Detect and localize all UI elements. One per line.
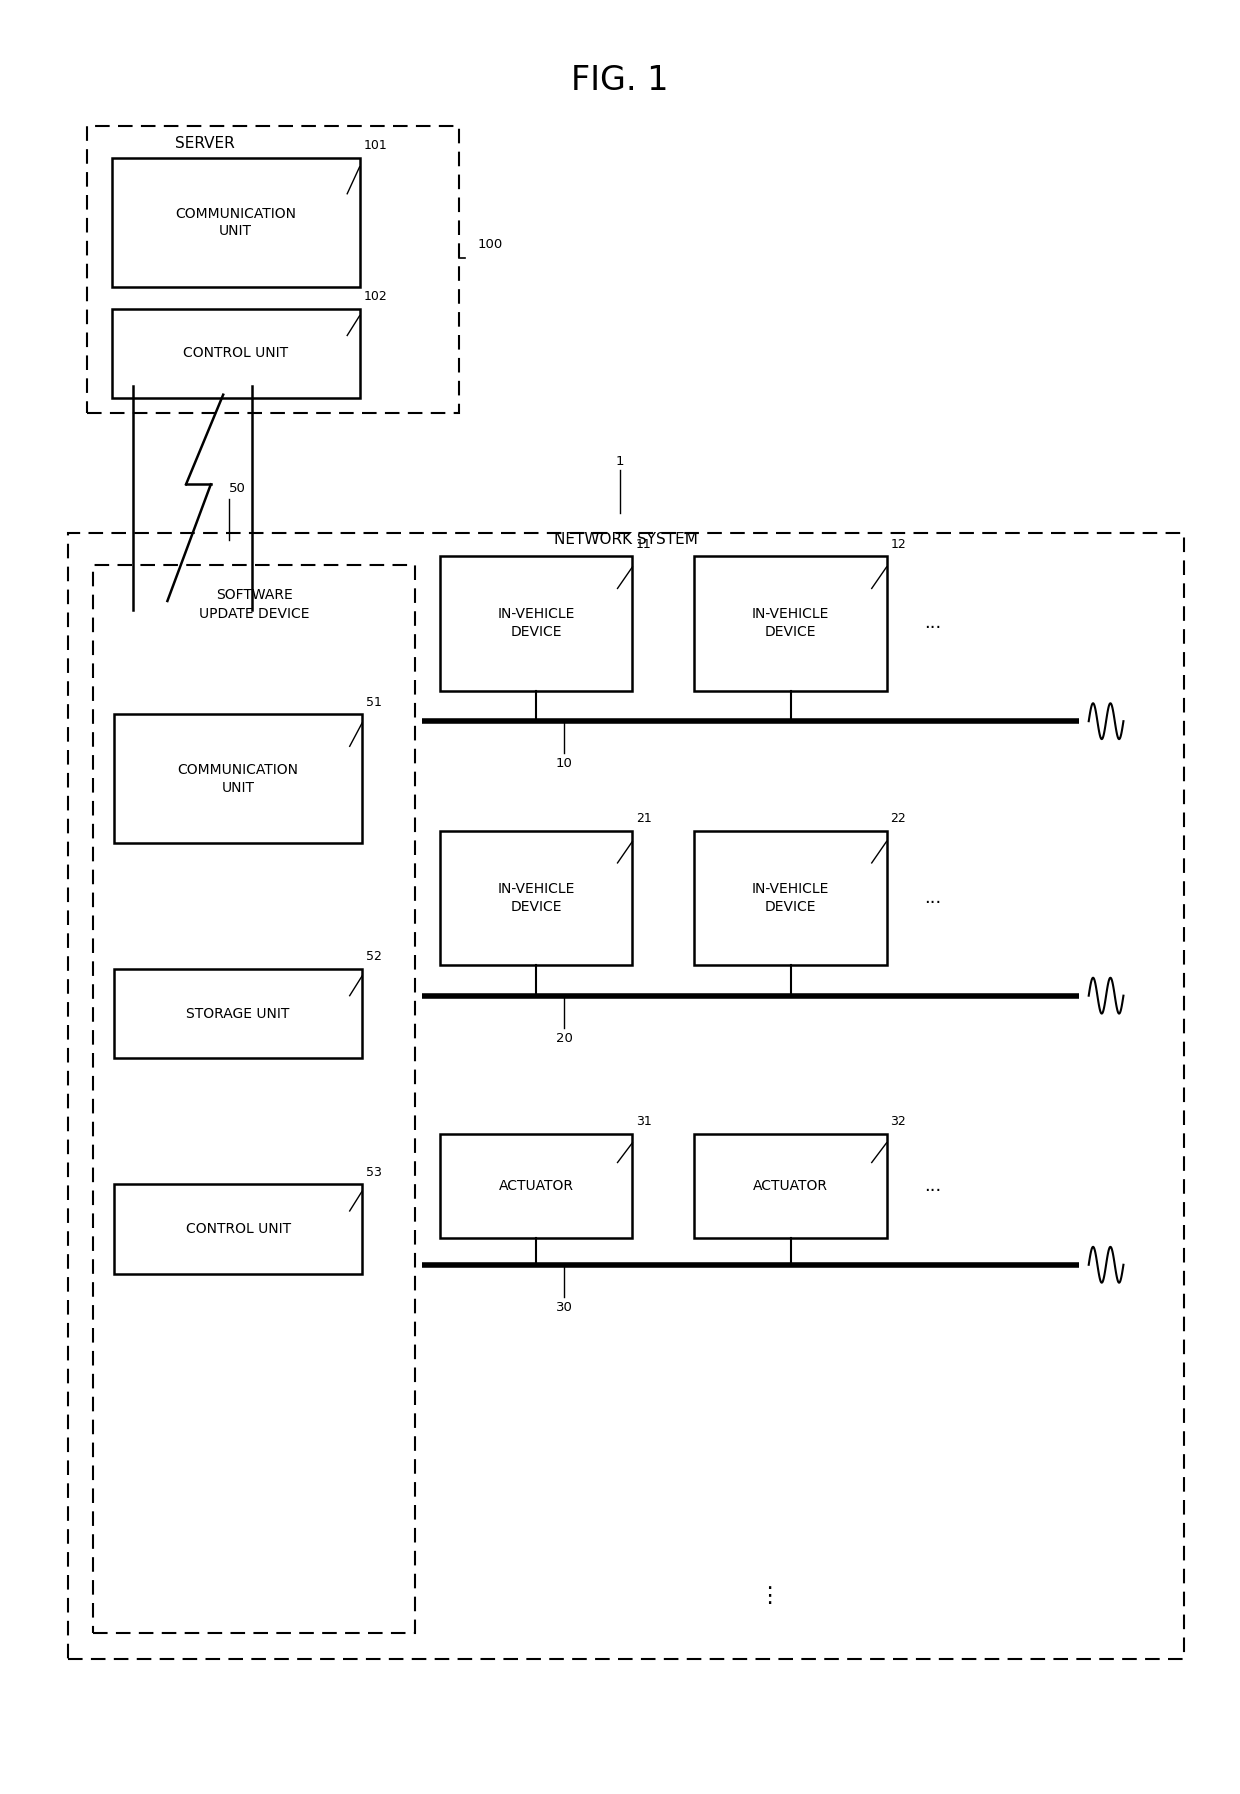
Text: SOFTWARE
UPDATE DEVICE: SOFTWARE UPDATE DEVICE: [198, 588, 310, 621]
Text: 22: 22: [890, 813, 906, 825]
Text: IN-VEHICLE
DEVICE: IN-VEHICLE DEVICE: [751, 883, 830, 913]
Text: 11: 11: [636, 538, 652, 551]
Text: ...: ...: [924, 1177, 941, 1195]
Text: ...: ...: [924, 888, 941, 908]
Text: 50: 50: [229, 483, 247, 495]
Text: 30: 30: [556, 1301, 573, 1313]
Bar: [694, 831, 887, 965]
Text: IN-VEHICLE
DEVICE: IN-VEHICLE DEVICE: [497, 608, 575, 639]
Text: 32: 32: [890, 1116, 906, 1128]
Text: 10: 10: [556, 757, 573, 770]
Text: 53: 53: [366, 1166, 382, 1179]
Text: COMMUNICATION
UNIT: COMMUNICATION UNIT: [177, 762, 299, 795]
Bar: [112, 309, 360, 398]
Text: IN-VEHICLE
DEVICE: IN-VEHICLE DEVICE: [751, 608, 830, 639]
Text: 12: 12: [890, 538, 906, 551]
Bar: [112, 158, 360, 287]
Text: CONTROL UNIT: CONTROL UNIT: [184, 346, 288, 361]
Bar: [114, 714, 362, 843]
Bar: [440, 1134, 632, 1238]
Text: 51: 51: [366, 696, 382, 709]
Bar: [114, 969, 362, 1058]
Text: ⋮: ⋮: [758, 1586, 780, 1606]
Text: 100: 100: [477, 239, 502, 251]
Text: IN-VEHICLE
DEVICE: IN-VEHICLE DEVICE: [497, 883, 575, 913]
Text: 31: 31: [636, 1116, 652, 1128]
Text: 21: 21: [636, 813, 652, 825]
Text: 52: 52: [366, 951, 382, 963]
Text: 1: 1: [616, 456, 624, 468]
Text: SERVER: SERVER: [175, 136, 234, 151]
Bar: [440, 831, 632, 965]
Bar: [694, 1134, 887, 1238]
Text: CONTROL UNIT: CONTROL UNIT: [186, 1222, 290, 1236]
Bar: [87, 126, 459, 413]
Text: ACTUATOR: ACTUATOR: [498, 1179, 574, 1193]
Bar: [440, 556, 632, 691]
Text: ...: ...: [924, 614, 941, 633]
Text: 102: 102: [363, 291, 387, 303]
Text: 101: 101: [363, 140, 387, 152]
Bar: [93, 565, 415, 1633]
Text: FIG. 1: FIG. 1: [572, 65, 668, 97]
Text: STORAGE UNIT: STORAGE UNIT: [186, 1006, 290, 1021]
Bar: [68, 533, 1184, 1659]
Text: COMMUNICATION
UNIT: COMMUNICATION UNIT: [175, 206, 296, 239]
Text: 20: 20: [556, 1032, 573, 1044]
Bar: [694, 556, 887, 691]
Bar: [114, 1184, 362, 1274]
Text: NETWORK SYSTEM: NETWORK SYSTEM: [554, 533, 698, 547]
Text: ACTUATOR: ACTUATOR: [753, 1179, 828, 1193]
